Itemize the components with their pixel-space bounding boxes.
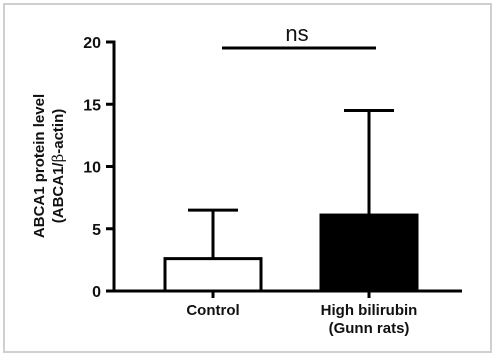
y-axis-title: ABCA1 protein level (ABCA1/β-actin) xyxy=(31,94,67,238)
y-axis-title-line2: (ABCA1/β-actin) xyxy=(49,109,67,224)
y-tick-label: 10 xyxy=(83,160,101,177)
bar xyxy=(319,213,419,293)
y-axis-title-line1: ABCA1 protein level xyxy=(31,94,48,238)
bar xyxy=(163,257,263,293)
x-tick-label: High bilirubin (Gunn rats) xyxy=(321,302,418,337)
x-tick-label-line: (Gunn rats) xyxy=(329,320,410,337)
y-axis-title-line2-suffix: -actin) xyxy=(50,109,67,154)
figure-frame xyxy=(3,3,492,353)
x-tick-label-line: Control xyxy=(186,302,239,319)
y-axis-title-line2-prefix: (ABCA1/ xyxy=(50,162,67,224)
x-tick-labels: Control High bilirubin (Gunn rats) xyxy=(186,302,417,337)
y-tick-label: 20 xyxy=(83,35,101,52)
significance-label: ns xyxy=(285,21,308,46)
y-tick-label: 5 xyxy=(92,222,101,239)
y-tick-label: 15 xyxy=(83,97,101,114)
x-tick-label-line: High bilirubin xyxy=(321,302,418,319)
beta-symbol: β xyxy=(49,154,67,163)
y-tick-label: 0 xyxy=(92,284,101,301)
significance-annotation: ns xyxy=(222,21,376,50)
y-axis: 0 5 10 15 20 xyxy=(83,35,116,301)
x-tick-label: Control xyxy=(186,302,239,319)
bars xyxy=(163,108,419,293)
